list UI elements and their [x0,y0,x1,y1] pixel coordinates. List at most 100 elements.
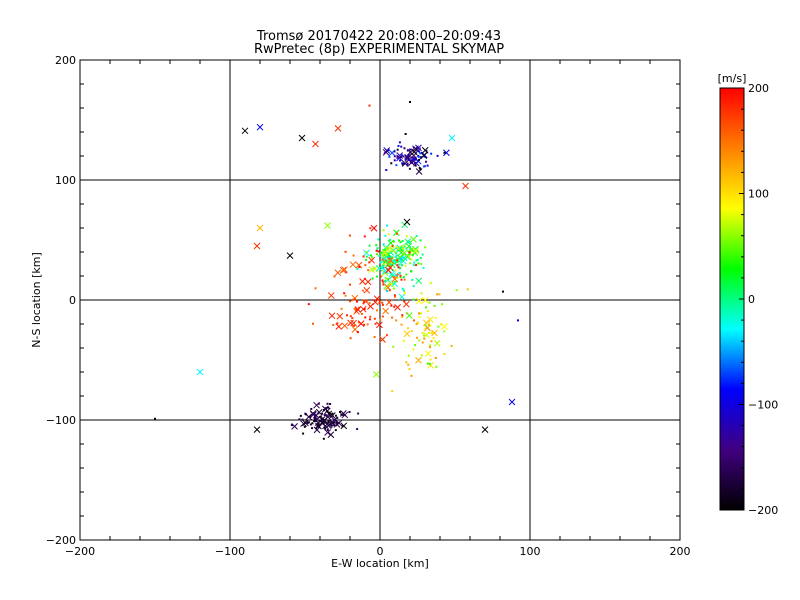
data-point-dot [387,255,390,258]
data-point-dot [322,437,325,440]
data-point-dot [414,164,417,167]
data-point-x [253,242,261,250]
data-point-dot [375,244,378,247]
data-point-dot [416,258,419,261]
data-point-dot [411,159,414,162]
data-point-dot [412,285,415,288]
data-point-dot [428,332,431,335]
data-point-dot [424,324,427,327]
data-point-dot [378,254,381,257]
data-point-dot [308,421,311,424]
data-point-dot [403,300,406,303]
data-point-dot [429,344,432,347]
data-point-dot [383,259,386,262]
data-point-dot [441,303,444,306]
data-point-dot [377,250,380,253]
data-point-dot [391,390,394,393]
data-point-dot [423,334,426,337]
data-point-dot [384,248,387,251]
data-point-dot [370,256,373,259]
data-point-dot [412,264,415,267]
data-point-dot [398,272,401,275]
data-point-dot [409,101,411,103]
data-point-dot [396,273,399,276]
data-point-dot [433,304,436,307]
data-point-x [388,246,395,253]
data-point-dot [368,318,371,321]
data-point-x [448,134,456,142]
data-point-dot [330,421,333,424]
data-point-dot [321,418,324,421]
data-point-dot [408,251,411,254]
data-point-dot [375,309,378,312]
chart-title: Tromsø 20170422 20:08:00–20:09:43 [256,29,501,44]
chart-subtitle: RwPretec (8p) EXPERIMENTAL SKYMAP [254,42,504,57]
data-point-x [387,257,395,264]
data-point-dot [379,251,382,254]
data-point-x [196,368,204,376]
data-point-x [298,134,306,142]
data-point-dot [399,241,402,244]
data-point-dot [403,291,406,294]
data-point-x [300,420,307,428]
data-point-dot [365,301,368,304]
data-point-dot [417,155,420,158]
data-point-dot [409,262,412,265]
data-point-dot [317,423,320,426]
data-point-dot [394,280,397,283]
data-point-x [391,275,399,283]
data-point-dot [290,424,293,427]
data-point-dot [309,423,312,426]
data-point-dot [388,257,391,260]
data-point-dot [389,262,392,265]
data-point-dot [386,290,389,293]
data-point-x [286,252,294,259]
data-point-dot [344,294,347,297]
data-point-dot [326,428,329,431]
data-point-x [410,236,417,243]
data-point-dot [420,263,423,266]
data-point-dot [381,279,384,282]
data-point-dot [401,315,404,318]
data-point-dot [357,321,360,324]
data-point-dot [354,307,357,310]
data-point-dot [432,337,435,340]
data-point-x [441,323,448,330]
data-point-dot [434,356,437,359]
data-point-dot [311,422,314,425]
data-point-dot [303,425,306,428]
data-point-dot [326,402,329,405]
data-point-dot [363,235,366,238]
data-point-dot [395,254,398,257]
data-point-dot [387,233,390,236]
data-point-dot [392,287,395,290]
data-point-dot [381,315,384,318]
data-point-dot [412,298,415,301]
colorbar: [m/s]200 100 0 −100 −200 [718,72,779,517]
data-point-dot [408,240,411,243]
data-point-dot [413,162,416,165]
data-point-dot [388,255,391,258]
data-point-dot [399,155,402,158]
data-point-x [341,411,349,419]
data-point-x [394,303,401,311]
data-point-dot [362,302,365,305]
data-point-x [253,426,261,433]
data-point-dot [407,363,410,366]
data-point-dot [406,149,409,152]
data-point-dot [398,263,401,266]
data-point-dot [396,261,399,264]
data-point-dot [352,254,355,257]
data-point-dot [154,417,156,420]
data-point-dot [379,261,382,264]
data-point-dot [311,322,314,325]
colorbar-tick-label: −200 [748,504,778,517]
data-point-dot [378,302,381,305]
data-point-x [335,419,343,427]
data-point-dot [344,250,347,253]
data-point-dot [410,269,413,272]
data-point-dot [323,419,326,422]
data-point-dot [436,293,439,296]
data-point-dot [356,267,359,270]
